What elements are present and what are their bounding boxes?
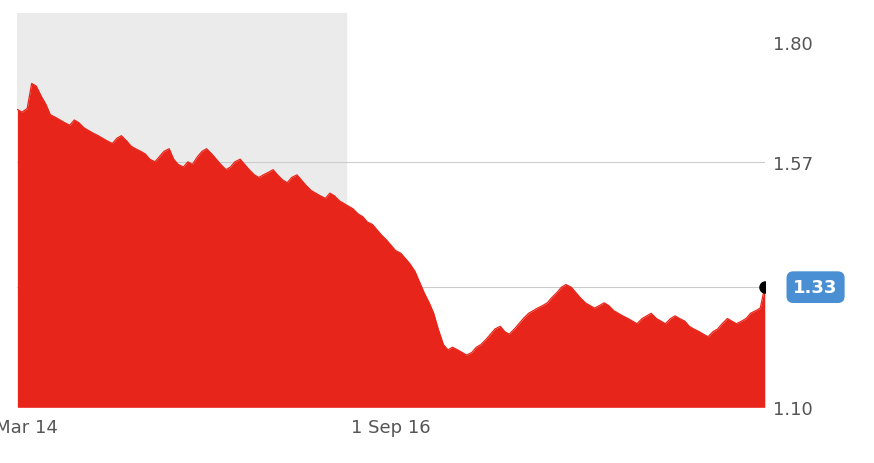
Text: 1.33: 1.33 bbox=[794, 279, 838, 296]
Bar bbox=[17, 14, 346, 407]
